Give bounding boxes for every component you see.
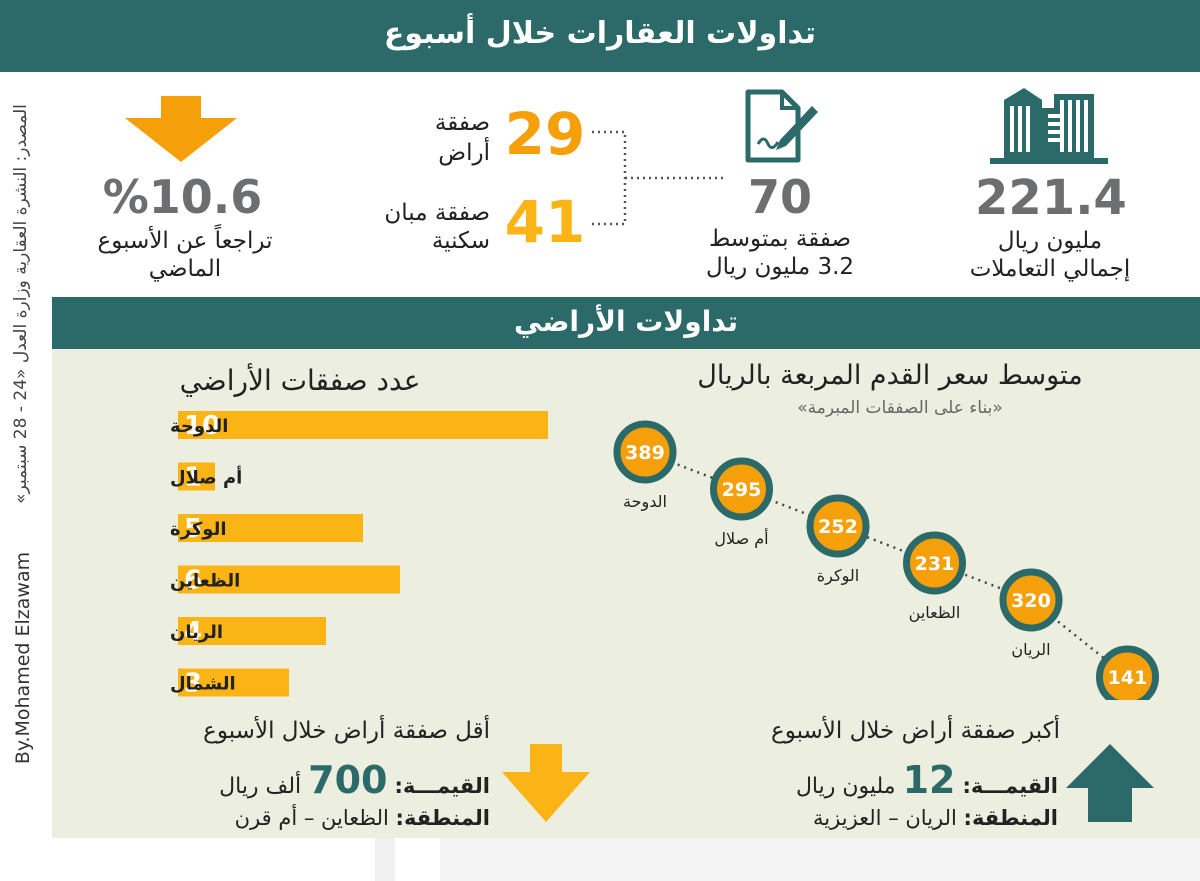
data-point-category: الوكرة (817, 566, 859, 586)
bar (178, 617, 326, 645)
footer-block (375, 838, 395, 881)
land-count: 29 (504, 100, 586, 168)
residential-count: 41 (504, 188, 586, 256)
smallest-value-unit: ألف ريال (219, 774, 302, 799)
smallest-area-label: المنطقة: (395, 806, 490, 830)
land-line2: أراض (438, 140, 490, 166)
deals-count: 70 (747, 170, 812, 224)
bar-category-label: الدوحة (170, 416, 228, 437)
data-point (903, 531, 966, 595)
smallest-value-label: القيمـــة: (394, 774, 490, 798)
data-point (710, 457, 773, 521)
residential-line1: صفقة مبان (384, 200, 490, 226)
largest-area-label: المنطقة: (963, 806, 1058, 830)
data-point (1096, 645, 1159, 700)
bar-value-label: 10 (184, 411, 220, 441)
total-value: 221.4 (975, 170, 1127, 226)
bar-value-label: 4 (184, 617, 202, 647)
title-bar: تداولات العقارات خلال أسبوع (0, 0, 1200, 72)
smallest-value: 700 (308, 758, 388, 802)
bar-category-label: أم صلال (170, 466, 242, 489)
data-point-category: أم صلال (714, 528, 768, 548)
decline-line1: تراجعاً عن الأسبوع (97, 228, 273, 254)
data-point (613, 420, 677, 484)
decline-line2: الماضي (148, 256, 222, 282)
largest-area: الريان – العزيزية (813, 806, 957, 830)
side-strip (0, 72, 52, 881)
deals-line1: صفقة بمتوسط (708, 226, 852, 252)
bar (178, 514, 363, 542)
largest-deal-heading: أكبر صفقة أراض خلال الأسبوع (770, 718, 1060, 744)
smallest-deal-heading: أقل صفقة أراض خلال الأسبوع (203, 718, 490, 744)
residential-line2: سكنية (431, 228, 490, 254)
bar-value-label: 6 (184, 566, 202, 596)
bar-category-label: الظعاين (170, 571, 240, 592)
decline-value: %10.6 (102, 170, 263, 224)
bar-value-label: 5 (184, 514, 202, 544)
contract-pen-icon (745, 89, 818, 163)
bar-category-label: الوكرة (170, 519, 227, 540)
source-note: المصدر: النشرة العقارية وزارة العدل «24 … (11, 104, 31, 504)
bar-value-label: 3 (184, 669, 202, 699)
data-point (806, 494, 870, 558)
total-unit: مليون ريال (997, 228, 1103, 254)
data-point-value: 389 (625, 442, 665, 464)
deals-line2: 3.2 مليون ريال (705, 254, 855, 280)
largest-value-unit: مليون ريال (795, 774, 896, 799)
up-arrow-icon (1066, 744, 1154, 822)
footer-block (440, 838, 1200, 881)
smallest-area: الظعاين – أم قرن (234, 806, 389, 830)
largest-deal-value-row: القيمـــة: 12 مليون ريال (740, 758, 1058, 802)
data-point-category: الدوحة (623, 492, 667, 512)
bar-category-label: الشمال (170, 674, 236, 695)
largest-deal-area-row: المنطقة: الريان – العزيزية (720, 806, 1058, 830)
byline: By.Mohamed Elzawam (12, 551, 34, 765)
page-title: تداولات العقارات خلال أسبوع (383, 16, 817, 51)
bar-chart-title: عدد صفقات الأراضي (179, 364, 421, 397)
data-point-value: 141 (1108, 667, 1148, 689)
bar-category-label: الريان (170, 622, 223, 643)
data-point-value: 231 (915, 553, 955, 575)
data-point-value: 252 (818, 516, 858, 538)
down-arrow-icon (502, 744, 590, 822)
largest-value: 12 (902, 758, 956, 802)
data-point-category: الريان (1011, 640, 1050, 660)
data-point (999, 568, 1063, 632)
smallest-deal-value-row: القيمـــة: 700 ألف ريال (180, 758, 490, 802)
largest-value-label: القيمـــة: (962, 774, 1058, 798)
down-arrow-icon (125, 96, 237, 162)
bar-value-label: 1 (184, 463, 202, 493)
bar (178, 462, 215, 491)
lands-section-title: تداولات الأراضي (514, 305, 738, 338)
bar (178, 565, 400, 594)
land-line1: صفقة (434, 110, 490, 136)
price-per-sqft-chart: 389 الدوحة 295 أم صلال 252 الوكرة 231 الظعاين 32… (613, 420, 1159, 700)
line-chart-subtitle: «بناء على الصفقات المبرمة» (797, 398, 1003, 418)
lands-section-bar: تداولات الأراضي (52, 297, 1200, 349)
smallest-deal-area-row: المنطقة: الظعاين – أم قرن (150, 806, 490, 830)
line-chart-title: متوسط سعر القدم المربعة بالريال (697, 360, 1083, 391)
bracket-connector (592, 130, 726, 226)
data-point-category: الظعاين (909, 603, 961, 623)
total-label: إجمالي التعاملات (969, 256, 1131, 282)
bar (178, 411, 548, 439)
data-point-value: 320 (1011, 590, 1051, 612)
buildings-icon (990, 88, 1108, 164)
bar (178, 668, 289, 697)
data-point-value: 295 (722, 479, 762, 501)
